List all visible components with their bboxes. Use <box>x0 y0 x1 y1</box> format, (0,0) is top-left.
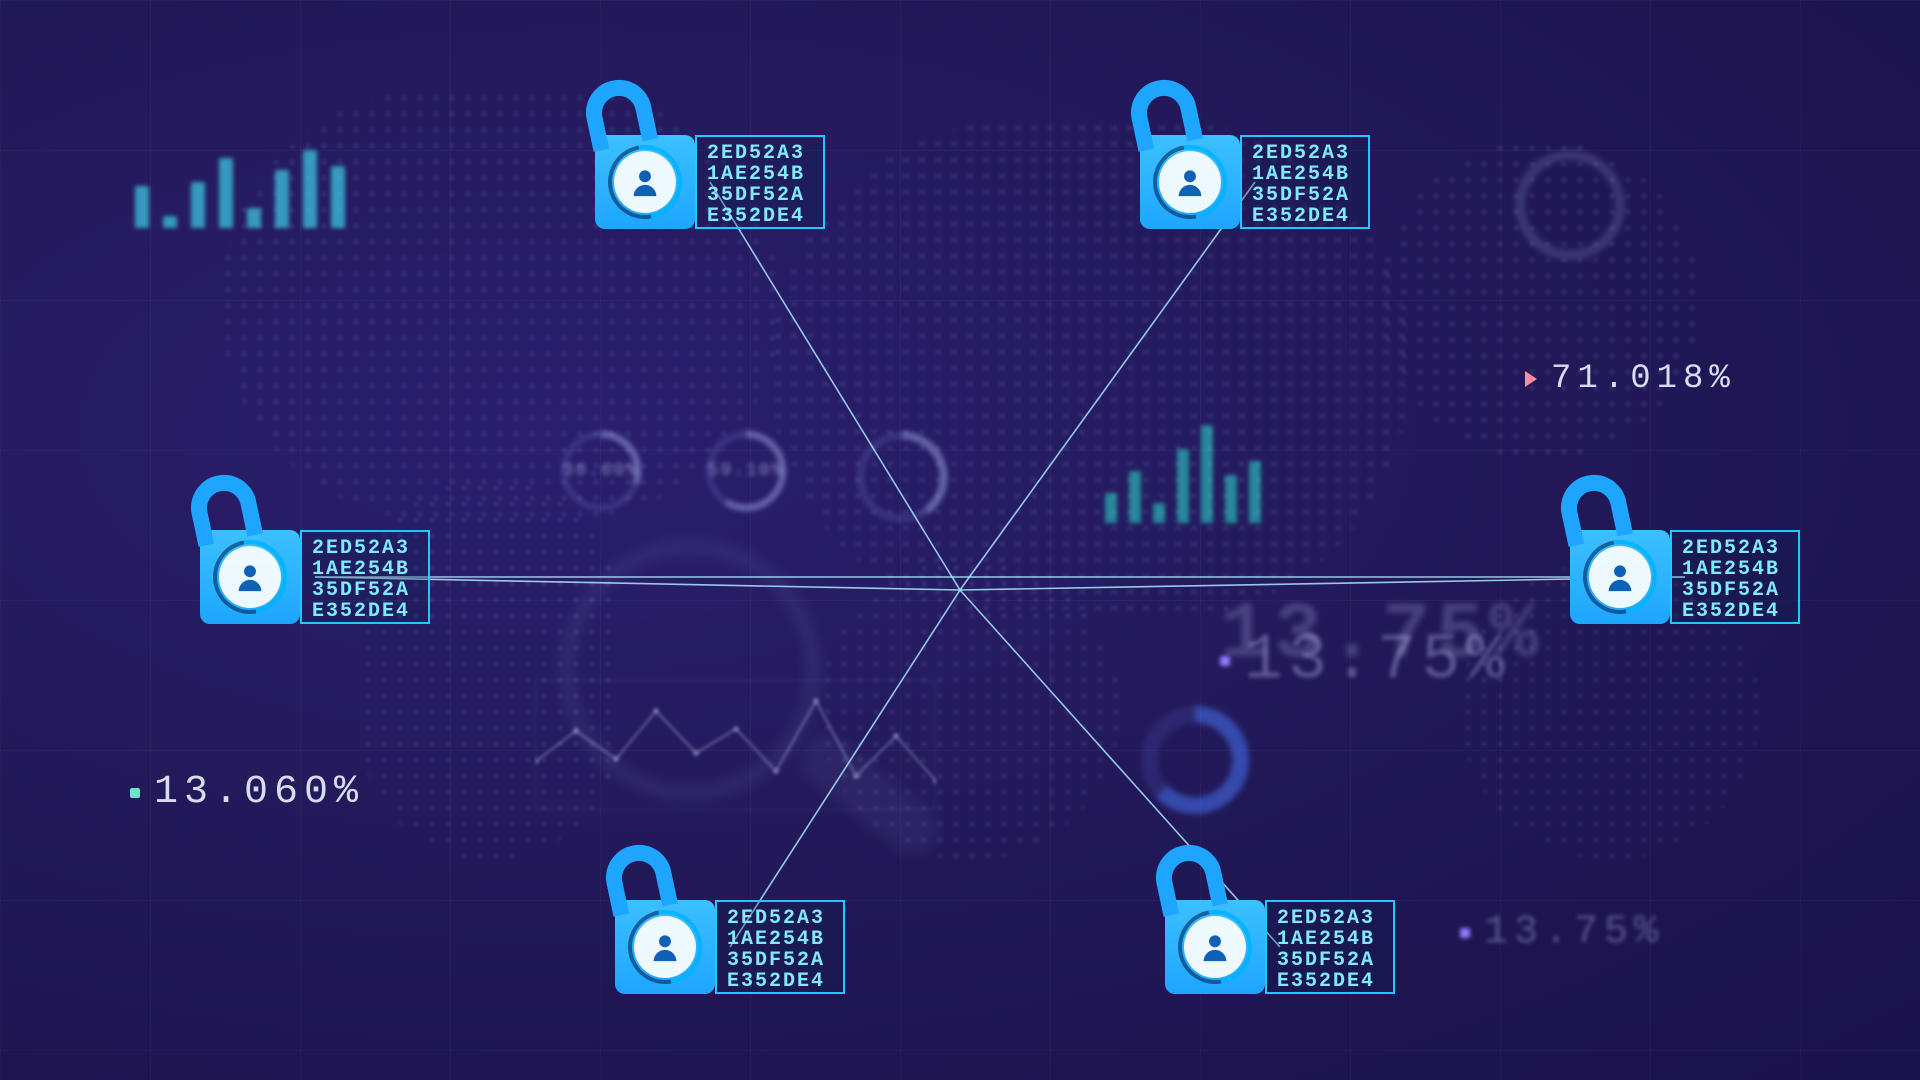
stat-value: 13.060% <box>154 770 364 815</box>
user-avatar-ring-icon <box>1589 546 1651 608</box>
donut-gauge <box>1135 700 1255 825</box>
user-icon <box>628 165 662 199</box>
stat-value: 13.75% <box>1244 625 1510 697</box>
user-icon <box>648 930 682 964</box>
hash-code: 2ED52A3 1AE254B 35DF52A E352DE4 <box>1670 530 1800 624</box>
lock-node-top-right: 2ED52A3 1AE254B 35DF52A E352DE4 <box>1140 135 1240 229</box>
user-avatar-ring-icon <box>614 151 676 213</box>
hash-code: 2ED52A3 1AE254B 35DF52A E352DE4 <box>300 530 430 624</box>
stat-value: 71.018% <box>1551 360 1736 398</box>
user-avatar-ring-icon <box>1159 151 1221 213</box>
lock-node-bottom-right: 2ED52A3 1AE254B 35DF52A E352DE4 <box>1165 900 1265 994</box>
stat-1: 13.060% <box>130 770 364 815</box>
lock-node-mid-right: 2ED52A3 1AE254B 35DF52A E352DE4 <box>1570 530 1670 624</box>
lock-node-mid-left: 2ED52A3 1AE254B 35DF52A E352DE4 <box>200 530 300 624</box>
hash-code: 2ED52A3 1AE254B 35DF52A E352DE4 <box>1265 900 1395 994</box>
stat-0: 71.018% <box>1525 360 1736 398</box>
sparkline-panel <box>535 680 935 810</box>
lock-node-bottom-left: 2ED52A3 1AE254B 35DF52A E352DE4 <box>615 900 715 994</box>
user-avatar-ring-icon <box>634 916 696 978</box>
gauge-2 <box>850 425 954 529</box>
user-avatar-ring-icon <box>1184 916 1246 978</box>
mini-bar-chart <box>135 150 345 228</box>
stat-2: 13.75% <box>1220 625 1510 697</box>
lock-node-top-left: 2ED52A3 1AE254B 35DF52A E352DE4 <box>595 135 695 229</box>
teal-bar-chart <box>1105 425 1261 523</box>
gauge-0: 30.60% <box>555 425 647 517</box>
hash-code: 2ED52A3 1AE254B 35DF52A E352DE4 <box>1240 135 1370 229</box>
user-icon <box>1603 560 1637 594</box>
user-icon <box>1198 930 1232 964</box>
stat-value: 13.75% <box>1484 910 1664 955</box>
hash-code: 2ED52A3 1AE254B 35DF52A E352DE4 <box>715 900 845 994</box>
user-avatar-ring-icon <box>219 546 281 608</box>
security-network-infographic: 30.60% 59.10% 13.75% 71.018% 13.060% 13.75… <box>0 0 1920 1080</box>
decor-ring-icon <box>1515 150 1625 260</box>
user-icon <box>1173 165 1207 199</box>
user-icon <box>233 560 267 594</box>
hash-code: 2ED52A3 1AE254B 35DF52A E352DE4 <box>695 135 825 229</box>
gauge-1: 59.10% <box>700 425 792 517</box>
stat-3: 13.75% <box>1460 910 1664 955</box>
